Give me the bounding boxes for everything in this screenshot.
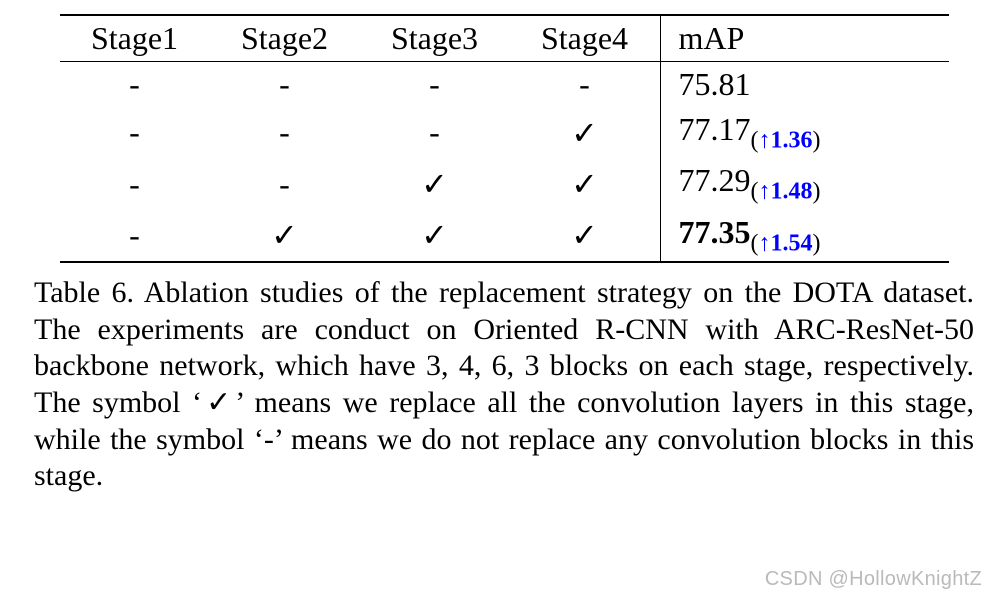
col-header: Stage1 — [60, 15, 210, 62]
col-header: Stage4 — [510, 15, 661, 62]
paren-open: ( — [751, 230, 759, 256]
up-arrow-icon: ↑ — [759, 230, 771, 256]
cell: - — [60, 158, 210, 209]
cell: - — [210, 158, 360, 209]
table-row: - - - ✓ 77.17(↑1.36) — [60, 107, 949, 158]
cell: ✓ — [360, 210, 510, 262]
paren-close: ) — [813, 230, 821, 256]
map-value: 75.81 — [679, 66, 751, 102]
watermark: CSDN @HollowKnightZ — [765, 568, 982, 591]
up-arrow-icon: ↑ — [759, 179, 771, 205]
map-value: 77.35 — [679, 214, 751, 250]
col-header: Stage2 — [210, 15, 360, 62]
cell: ✓ — [360, 158, 510, 209]
cell: - — [360, 107, 510, 158]
table-row: - - - - 75.81 — [60, 62, 949, 108]
up-arrow-icon: ↑ — [759, 127, 771, 153]
map-cell: 77.29(↑1.48) — [660, 158, 949, 209]
cell: ✓ — [510, 107, 661, 158]
cell: - — [60, 107, 210, 158]
col-header: mAP — [660, 15, 949, 62]
delta-value: 1.54 — [771, 230, 813, 256]
table-caption: Table 6. Ablation studies of the replace… — [34, 275, 974, 495]
paren-open: ( — [751, 127, 759, 153]
paren-open: ( — [751, 179, 759, 205]
ablation-table: Stage1 Stage2 Stage3 Stage4 mAP - - - - … — [60, 14, 949, 263]
cell: ✓ — [510, 210, 661, 262]
cell: - — [210, 107, 360, 158]
cell: - — [360, 62, 510, 108]
cell: - — [60, 210, 210, 262]
cell: ✓ — [210, 210, 360, 262]
map-cell: 77.17(↑1.36) — [660, 107, 949, 158]
paren-close: ) — [813, 127, 821, 153]
paren-close: ) — [813, 179, 821, 205]
col-header: Stage3 — [360, 15, 510, 62]
cell: - — [210, 62, 360, 108]
table-row: - - ✓ ✓ 77.29(↑1.48) — [60, 158, 949, 209]
table-header-row: Stage1 Stage2 Stage3 Stage4 mAP — [60, 15, 949, 62]
cell: - — [60, 62, 210, 108]
map-value: 77.29 — [679, 162, 751, 198]
map-value: 77.17 — [679, 111, 751, 147]
cell: - — [510, 62, 661, 108]
delta-value: 1.36 — [771, 127, 813, 153]
delta-value: 1.48 — [771, 179, 813, 205]
table-row: - ✓ ✓ ✓ 77.35(↑1.54) — [60, 210, 949, 262]
cell: ✓ — [510, 158, 661, 209]
map-cell: 77.35(↑1.54) — [660, 210, 949, 262]
map-cell: 75.81 — [660, 62, 949, 108]
